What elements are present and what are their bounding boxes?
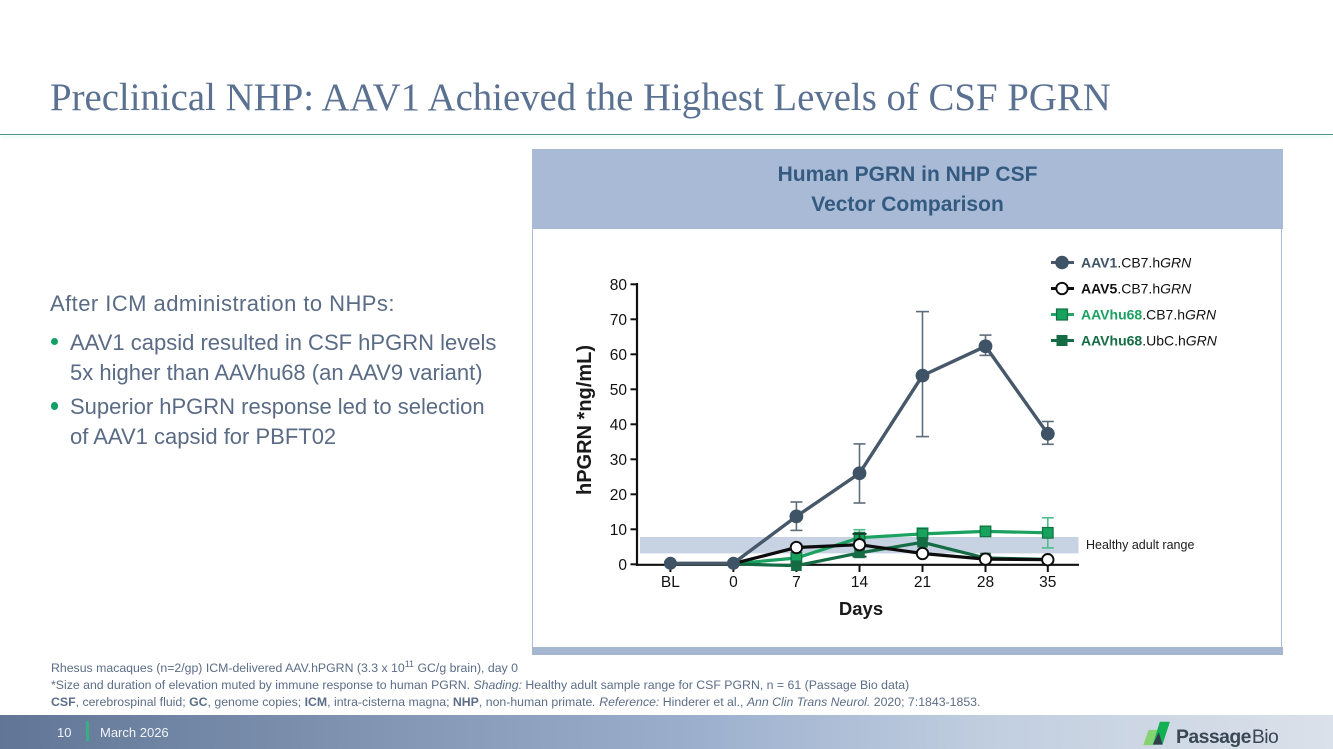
svg-text:28: 28: [977, 574, 994, 591]
svg-text:35: 35: [1039, 574, 1056, 591]
svg-text:0: 0: [618, 557, 627, 574]
svg-text:30: 30: [610, 452, 628, 469]
svg-text:Healthy adult range: Healthy adult range: [1086, 538, 1194, 552]
svg-text:0: 0: [729, 574, 738, 591]
svg-text:Days: Days: [839, 598, 883, 619]
svg-text:20: 20: [610, 487, 628, 504]
svg-text:21: 21: [914, 574, 931, 591]
svg-text:70: 70: [610, 312, 628, 329]
svg-text:AAV5.CB7.hGRN: AAV5.CB7.hGRN: [1081, 281, 1192, 297]
svg-text:AAVhu68.UbC.hGRN: AAVhu68.UbC.hGRN: [1081, 333, 1218, 349]
svg-text:hPGRN *ng/mL): hPGRN *ng/mL): [574, 345, 596, 495]
svg-text:14: 14: [851, 574, 869, 591]
svg-text:7: 7: [792, 574, 801, 591]
svg-text:60: 60: [610, 347, 628, 364]
svg-text:AAV1.CB7.hGRN: AAV1.CB7.hGRN: [1081, 255, 1192, 271]
svg-text:AAVhu68.CB7.hGRN: AAVhu68.CB7.hGRN: [1081, 307, 1217, 323]
svg-text:BL: BL: [661, 574, 680, 591]
svg-text:PassageBio: PassageBio: [1176, 726, 1278, 748]
svg-text:80: 80: [610, 277, 628, 294]
svg-text:10: 10: [610, 522, 628, 539]
svg-text:50: 50: [610, 382, 628, 399]
svg-text:40: 40: [610, 417, 628, 434]
